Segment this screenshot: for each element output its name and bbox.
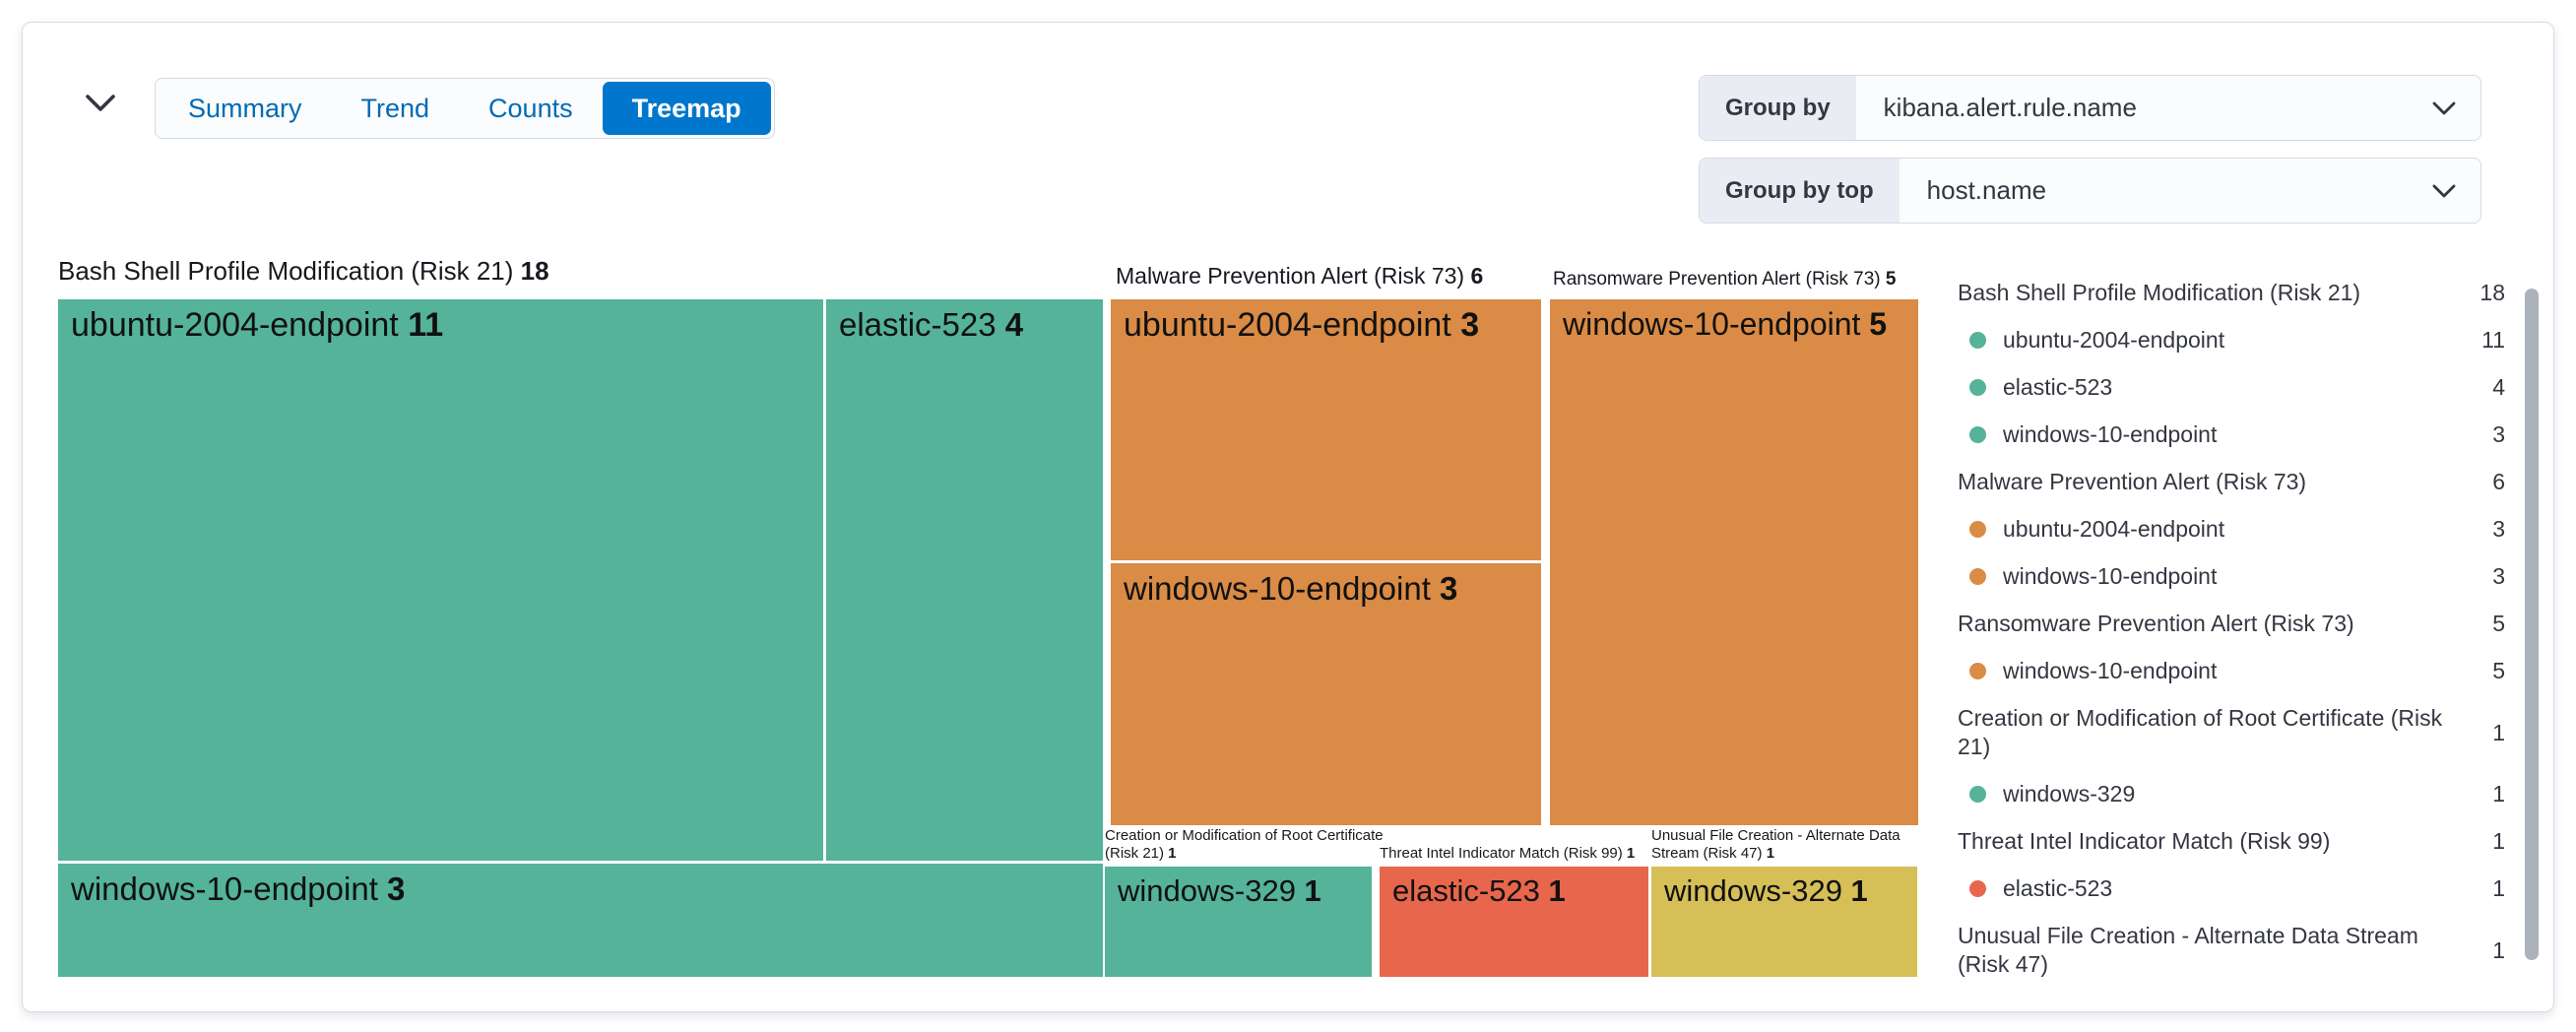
legend-row: Bash Shell Profile Modification (Risk 21… <box>1958 279 2505 307</box>
legend-label: windows-10-endpoint <box>2003 421 2218 447</box>
legend-value: 11 <box>2481 327 2505 353</box>
legend-value: 6 <box>2492 469 2505 494</box>
tab-trend[interactable]: Trend <box>360 93 430 123</box>
legend-label: Ransomware Prevention Alert (Risk 73) <box>1958 611 2354 636</box>
legend-row: elastic-523 1 <box>1958 874 2505 903</box>
legend-row: Creation or Modification of Root Certifi… <box>1958 704 2505 761</box>
chevron-down-icon <box>2431 76 2480 140</box>
view-tab-group: Summary Trend Counts Treemap <box>155 78 775 139</box>
group-by-top-select[interactable]: Group by top host.name <box>1699 158 2481 224</box>
legend-color-dot-icon <box>1969 379 1986 396</box>
legend-value: 5 <box>2492 611 2505 636</box>
legend-label: elastic-523 <box>2003 374 2113 400</box>
legend-label: Creation or Modification of Root Certifi… <box>1958 705 2443 759</box>
treemap-tile-windows-10-endpoint[interactable]: windows-10-endpoint 3 <box>1111 563 1541 825</box>
legend-color-dot-icon <box>1969 568 1986 585</box>
treemap-tile-elastic-523[interactable]: elastic-523 4 <box>826 299 1103 861</box>
legend-row: ubuntu-2004-endpoint 11 <box>1958 326 2505 355</box>
legend-value: 3 <box>2492 421 2505 447</box>
legend-value: 3 <box>2492 563 2505 589</box>
chevron-down-icon <box>84 93 117 114</box>
treemap-group-label: Unusual File Creation - Alternate Data St… <box>1651 827 1900 862</box>
group-by-select-label: Group by <box>1700 76 1856 140</box>
legend-value: 1 <box>2492 875 2505 901</box>
legend-color-dot-icon <box>1969 663 1986 679</box>
legend-row: windows-10-endpoint 5 <box>1958 657 2505 685</box>
legend-value: 3 <box>2492 516 2505 542</box>
legend-scrollbar-thumb[interactable] <box>2525 289 2539 960</box>
legend-row: ubuntu-2004-endpoint 3 <box>1958 515 2505 544</box>
legend-label: ubuntu-2004-endpoint <box>2003 327 2225 353</box>
legend-color-dot-icon <box>1969 521 1986 538</box>
legend-value: 1 <box>2492 781 2505 806</box>
legend-color-dot-icon <box>1969 332 1986 349</box>
treemap-tile-elastic-523[interactable]: elastic-523 1 <box>1380 867 1648 977</box>
legend-row: Unusual File Creation - Alternate Data S… <box>1958 922 2505 979</box>
treemap-group-label: Malware Prevention Alert (Risk 73) 6 <box>1116 263 1484 289</box>
legend-value: 1 <box>2492 936 2505 963</box>
legend-row: windows-10-endpoint 3 <box>1958 420 2505 449</box>
treemap-group-label: Threat Intel Indicator Match (Risk 99) 1 <box>1380 845 1636 862</box>
legend-value: 4 <box>2492 374 2505 400</box>
legend-color-dot-icon <box>1969 786 1986 803</box>
legend-row: windows-329 1 <box>1958 780 2505 808</box>
legend-label: ubuntu-2004-endpoint <box>2003 516 2225 542</box>
legend-value: 18 <box>2479 280 2505 305</box>
treemap-group-label: Creation or Modification of Root Certifi… <box>1105 827 1384 862</box>
legend-label: elastic-523 <box>2003 875 2113 901</box>
treemap-tile-ubuntu-2004-endpoint[interactable]: ubuntu-2004-endpoint 11 <box>58 299 823 861</box>
legend-label: windows-10-endpoint <box>2003 563 2218 589</box>
tab-treemap[interactable]: Treemap <box>602 82 771 135</box>
group-by-top-select-label: Group by top <box>1700 159 1900 223</box>
legend-color-dot-icon <box>1969 426 1986 443</box>
group-by-select[interactable]: Group by kibana.alert.rule.name <box>1699 75 2481 141</box>
treemap-legend: Bash Shell Profile Modification (Risk 21… <box>1958 279 2505 998</box>
treemap-tile-windows-329[interactable]: windows-329 1 <box>1105 867 1372 977</box>
legend-label: Threat Intel Indicator Match (Risk 99) <box>1958 828 2331 854</box>
legend-label: windows-329 <box>2003 781 2136 806</box>
legend-color-dot-icon <box>1969 880 1986 897</box>
treemap-tile-windows-329[interactable]: windows-329 1 <box>1651 867 1917 977</box>
chevron-down-icon <box>2431 159 2480 223</box>
legend-label: Bash Shell Profile Modification (Risk 21… <box>1958 280 2361 305</box>
legend-label: windows-10-endpoint <box>2003 658 2218 683</box>
group-by-top-select-value: host.name <box>1926 175 2047 205</box>
legend-label: Unusual File Creation - Alternate Data S… <box>1958 923 2418 977</box>
collapse-panel-button[interactable] <box>78 84 123 123</box>
legend-row: windows-10-endpoint 3 <box>1958 562 2505 591</box>
legend-row: Malware Prevention Alert (Risk 73) 6 <box>1958 468 2505 496</box>
treemap-tile-windows-10-endpoint[interactable]: windows-10-endpoint 3 <box>58 864 1103 977</box>
tab-counts[interactable]: Counts <box>488 93 573 123</box>
legend-row: Ransomware Prevention Alert (Risk 73) 5 <box>1958 610 2505 638</box>
group-by-select-value: kibana.alert.rule.name <box>1883 93 2137 122</box>
treemap-group-label: Ransomware Prevention Alert (Risk 73) 5 <box>1553 269 1897 290</box>
legend-label: Malware Prevention Alert (Risk 73) <box>1958 469 2307 494</box>
legend-row: elastic-523 4 <box>1958 373 2505 402</box>
legend-scrollbar <box>2525 277 2539 1007</box>
tab-summary[interactable]: Summary <box>188 93 302 123</box>
treemap-tile-windows-10-endpoint[interactable]: windows-10-endpoint 5 <box>1550 299 1918 825</box>
legend-value: 5 <box>2492 658 2505 683</box>
legend-value: 1 <box>2492 828 2505 854</box>
legend-row: Threat Intel Indicator Match (Risk 99) 1 <box>1958 827 2505 856</box>
treemap-group-label: Bash Shell Profile Modification (Risk 21… <box>58 256 549 286</box>
treemap-tile-ubuntu-2004-endpoint[interactable]: ubuntu-2004-endpoint 3 <box>1111 299 1541 560</box>
legend-value: 1 <box>2492 719 2505 745</box>
